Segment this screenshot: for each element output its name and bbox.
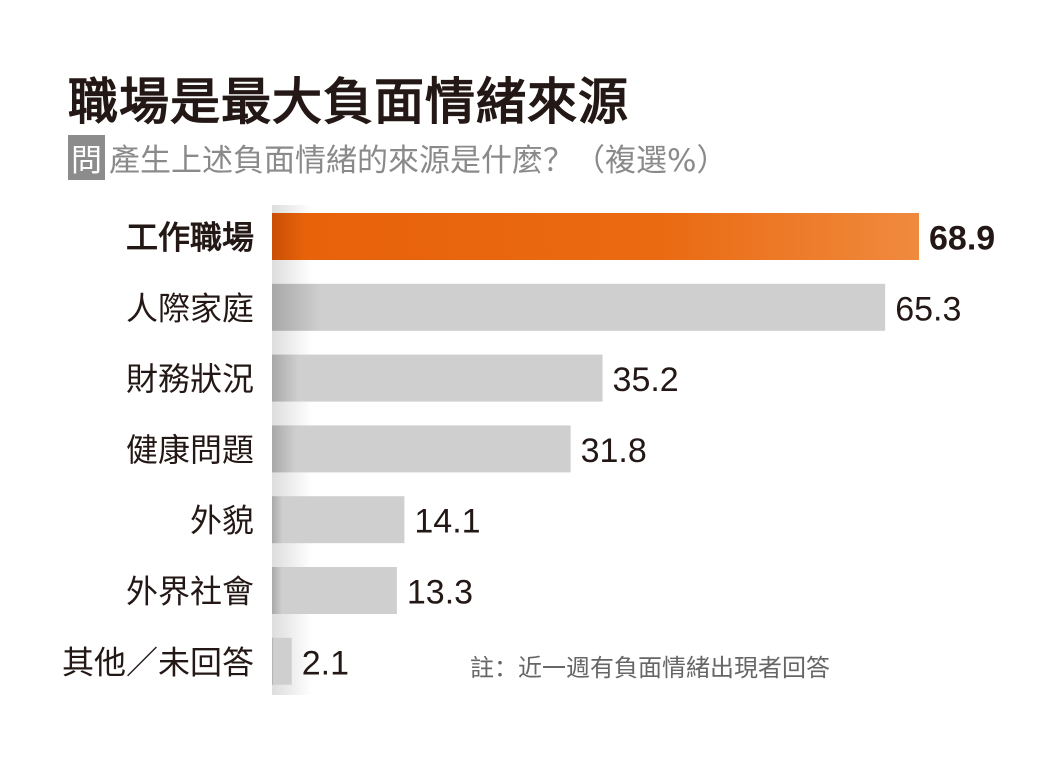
category-label: 外界社會 (126, 573, 254, 611)
value-label: 35.2 (613, 361, 679, 399)
footnote: 註：近一週有負面情緒出現者回答 (470, 654, 830, 682)
bar-5 (272, 567, 397, 614)
bar-3 (272, 425, 571, 473)
bar-4 (272, 496, 405, 544)
value-label: 65.3 (895, 290, 961, 328)
bar-0 (272, 213, 919, 260)
chart-title: 職場是最大負面情緒來源 (68, 73, 629, 131)
value-label: 68.9 (929, 220, 995, 258)
category-label: 外貌 (190, 502, 254, 540)
bar-2 (272, 354, 603, 402)
chart-subtitle: 問產生上述負面情緒的來源是什麼？（複選%） (68, 135, 727, 180)
bar-1 (272, 283, 886, 331)
category-label: 工作職場 (126, 219, 254, 257)
value-label: 14.1 (414, 503, 480, 541)
category-label: 健康問題 (126, 431, 254, 469)
category-label: 人際家庭 (126, 289, 254, 327)
value-label: 13.3 (407, 574, 473, 612)
question-tag: 問 (68, 135, 105, 180)
value-label: 31.8 (581, 432, 647, 470)
value-label: 2.1 (302, 644, 349, 682)
subtitle-text: 產生上述負面情緒的來源是什麼？（複選%） (109, 143, 728, 179)
category-label: 其他／未回答 (62, 643, 254, 681)
bar-6 (272, 637, 292, 685)
category-label: 財務狀況 (126, 360, 254, 398)
